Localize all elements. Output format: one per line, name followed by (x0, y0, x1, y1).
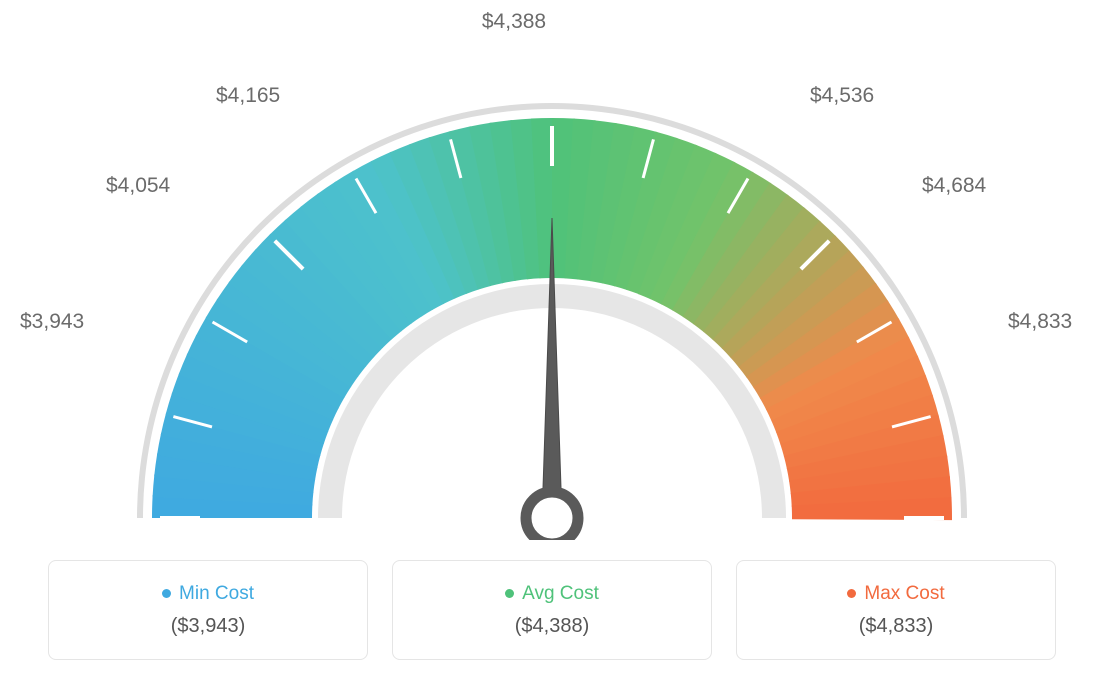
summary-row: Min Cost ($3,943) Avg Cost ($4,388) Max … (0, 560, 1104, 660)
min-cost-card: Min Cost ($3,943) (48, 560, 368, 660)
min-dot-icon (162, 589, 171, 598)
max-cost-title: Max Cost (847, 583, 944, 605)
avg-cost-title: Avg Cost (505, 583, 599, 605)
tick-label-6: $4,833 (1008, 310, 1072, 334)
max-cost-value: ($4,833) (859, 615, 934, 638)
min-cost-title: Min Cost (162, 583, 254, 605)
tick-label-4: $4,536 (810, 84, 874, 108)
avg-cost-card: Avg Cost ($4,388) (392, 560, 712, 660)
gauge-area: $3,943 $4,054 $4,165 $4,388 $4,536 $4,684 $4,8… (0, 0, 1104, 540)
avg-dot-icon (505, 589, 514, 598)
tick-label-2: $4,165 (216, 84, 280, 108)
max-dot-icon (847, 589, 856, 598)
chart-container: $3,943 $4,054 $4,165 $4,388 $4,536 $4,684 $4,8… (0, 0, 1104, 690)
tick-label-5: $4,684 (922, 174, 986, 198)
min-cost-label: Min Cost (179, 583, 254, 605)
min-cost-value: ($3,943) (171, 615, 246, 638)
avg-cost-value: ($4,388) (515, 615, 590, 638)
max-cost-card: Max Cost ($4,833) (736, 560, 1056, 660)
max-cost-label: Max Cost (864, 583, 944, 605)
avg-cost-label: Avg Cost (522, 583, 599, 605)
tick-label-3: $4,388 (482, 10, 546, 34)
tick-label-0: $3,943 (20, 310, 84, 334)
gauge-svg (52, 40, 1052, 540)
tick-label-1: $4,054 (106, 174, 170, 198)
